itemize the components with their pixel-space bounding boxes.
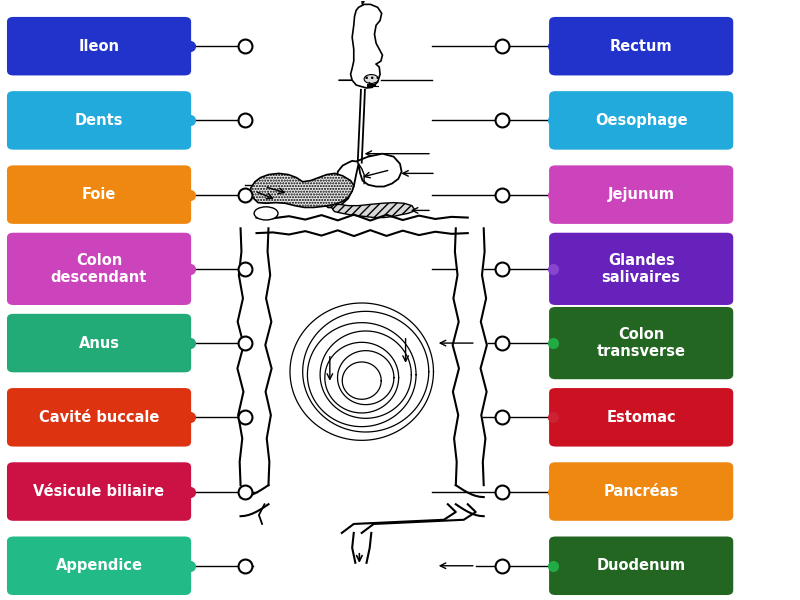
Text: Anus: Anus <box>78 335 119 350</box>
FancyBboxPatch shape <box>7 388 191 446</box>
Ellipse shape <box>254 207 278 220</box>
Ellipse shape <box>364 74 378 83</box>
Text: Colon
transverse: Colon transverse <box>597 327 686 359</box>
FancyBboxPatch shape <box>549 233 734 305</box>
Text: Ileon: Ileon <box>78 38 119 53</box>
FancyBboxPatch shape <box>549 462 734 521</box>
FancyBboxPatch shape <box>549 388 734 446</box>
Text: Appendice: Appendice <box>55 558 142 573</box>
FancyBboxPatch shape <box>7 91 191 149</box>
FancyBboxPatch shape <box>549 17 734 76</box>
Text: Duodenum: Duodenum <box>597 558 686 573</box>
Polygon shape <box>331 203 414 218</box>
Text: Estomac: Estomac <box>606 410 676 425</box>
Polygon shape <box>350 4 382 88</box>
FancyBboxPatch shape <box>549 536 734 595</box>
FancyBboxPatch shape <box>7 233 191 305</box>
FancyBboxPatch shape <box>549 91 734 149</box>
FancyBboxPatch shape <box>549 307 734 379</box>
Text: Colon
descendant: Colon descendant <box>51 253 147 285</box>
FancyBboxPatch shape <box>7 462 191 521</box>
Polygon shape <box>250 173 354 208</box>
Text: Pancréas: Pancréas <box>603 484 678 499</box>
Text: Jejunum: Jejunum <box>608 187 674 202</box>
Text: Glandes
salivaires: Glandes salivaires <box>602 253 681 285</box>
Text: Rectum: Rectum <box>610 38 673 53</box>
FancyBboxPatch shape <box>7 17 191 76</box>
Text: Cavité buccale: Cavité buccale <box>39 410 159 425</box>
Text: Foie: Foie <box>82 187 116 202</box>
FancyBboxPatch shape <box>7 314 191 373</box>
FancyBboxPatch shape <box>549 166 734 224</box>
FancyBboxPatch shape <box>7 166 191 224</box>
Text: Oesophage: Oesophage <box>595 113 687 128</box>
Text: Dents: Dents <box>74 113 123 128</box>
Polygon shape <box>322 154 402 208</box>
FancyBboxPatch shape <box>7 536 191 595</box>
Text: Vésicule biliaire: Vésicule biliaire <box>34 484 165 499</box>
